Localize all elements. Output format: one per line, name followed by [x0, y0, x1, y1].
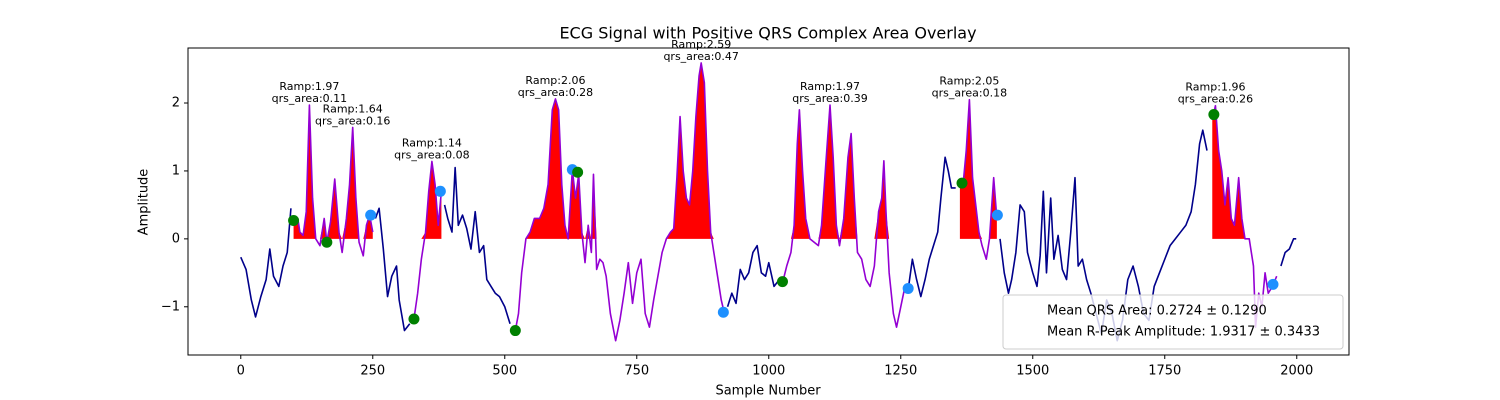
y-tick-label: 0 [172, 231, 180, 246]
peak-marker [321, 236, 333, 248]
x-tick-label: 500 [492, 364, 517, 379]
peak-marker [408, 313, 420, 325]
annotation: Ramp:1.64 [323, 102, 383, 115]
annotation: qrs_area:0.08 [394, 148, 469, 161]
annotation: Ramp:1.96 [1185, 81, 1245, 94]
qrs-area [959, 99, 997, 239]
peak-marker [717, 306, 729, 318]
peak-marker [509, 325, 521, 337]
y-tick-label: 1 [172, 163, 180, 178]
signal-line [240, 129, 1297, 342]
annotation: Ramp:1.97 [800, 80, 860, 93]
annotation: qrs_area:0.26 [1178, 93, 1253, 106]
annotation: qrs_area:0.39 [792, 92, 867, 105]
peak-marker [434, 185, 446, 197]
peak-marker [1267, 278, 1279, 290]
x-tick-label: 2000 [1280, 364, 1313, 379]
legend-entry: Mean R-Peak Amplitude: 1.9317 ± 0.3433 [1047, 325, 1320, 340]
annotation: Ramp:2.05 [939, 75, 999, 88]
x-tick-label: 250 [360, 364, 385, 379]
peak-marker [956, 177, 968, 189]
legend-entry: Mean QRS Area: 0.2724 ± 0.1290 [1047, 304, 1267, 319]
annotation: Ramp:2.06 [525, 74, 585, 87]
annotation: qrs_area:0.11 [272, 92, 347, 105]
annotation: Ramp:1.97 [279, 80, 339, 93]
peak-marker [365, 209, 377, 221]
x-tick-label: 750 [624, 364, 649, 379]
x-tick-label: 1750 [1148, 364, 1181, 379]
chart-title: ECG Signal with Positive QRS Complex Are… [559, 24, 976, 43]
peak-marker [902, 282, 914, 294]
x-tick-label: 1250 [884, 364, 917, 379]
x-tick-label: 0 [237, 364, 245, 379]
peak-marker [1208, 109, 1220, 121]
annotation: qrs_area:0.47 [663, 50, 738, 63]
annotation: qrs_area:0.18 [932, 87, 1007, 100]
legend-box [1002, 294, 1344, 350]
qrs-area [1212, 105, 1277, 239]
peak-marker [991, 209, 1003, 221]
annotation: qrs_area:0.16 [315, 114, 390, 127]
annotation: qrs_area:0.28 [518, 86, 593, 99]
peak-marker [288, 215, 300, 227]
peak-marker [776, 276, 788, 288]
x-tick-label: 1000 [752, 364, 785, 379]
peak-marker [572, 166, 584, 178]
x-axis-label: Sample Number [715, 384, 821, 399]
x-tick-label: 1500 [1016, 364, 1049, 379]
signal-line [292, 62, 1278, 342]
y-axis-label: Amplitude [137, 169, 152, 236]
y-tick-label: −1 [161, 299, 180, 314]
y-tick-label: 2 [172, 96, 180, 111]
annotation: Ramp:1.14 [402, 136, 462, 149]
